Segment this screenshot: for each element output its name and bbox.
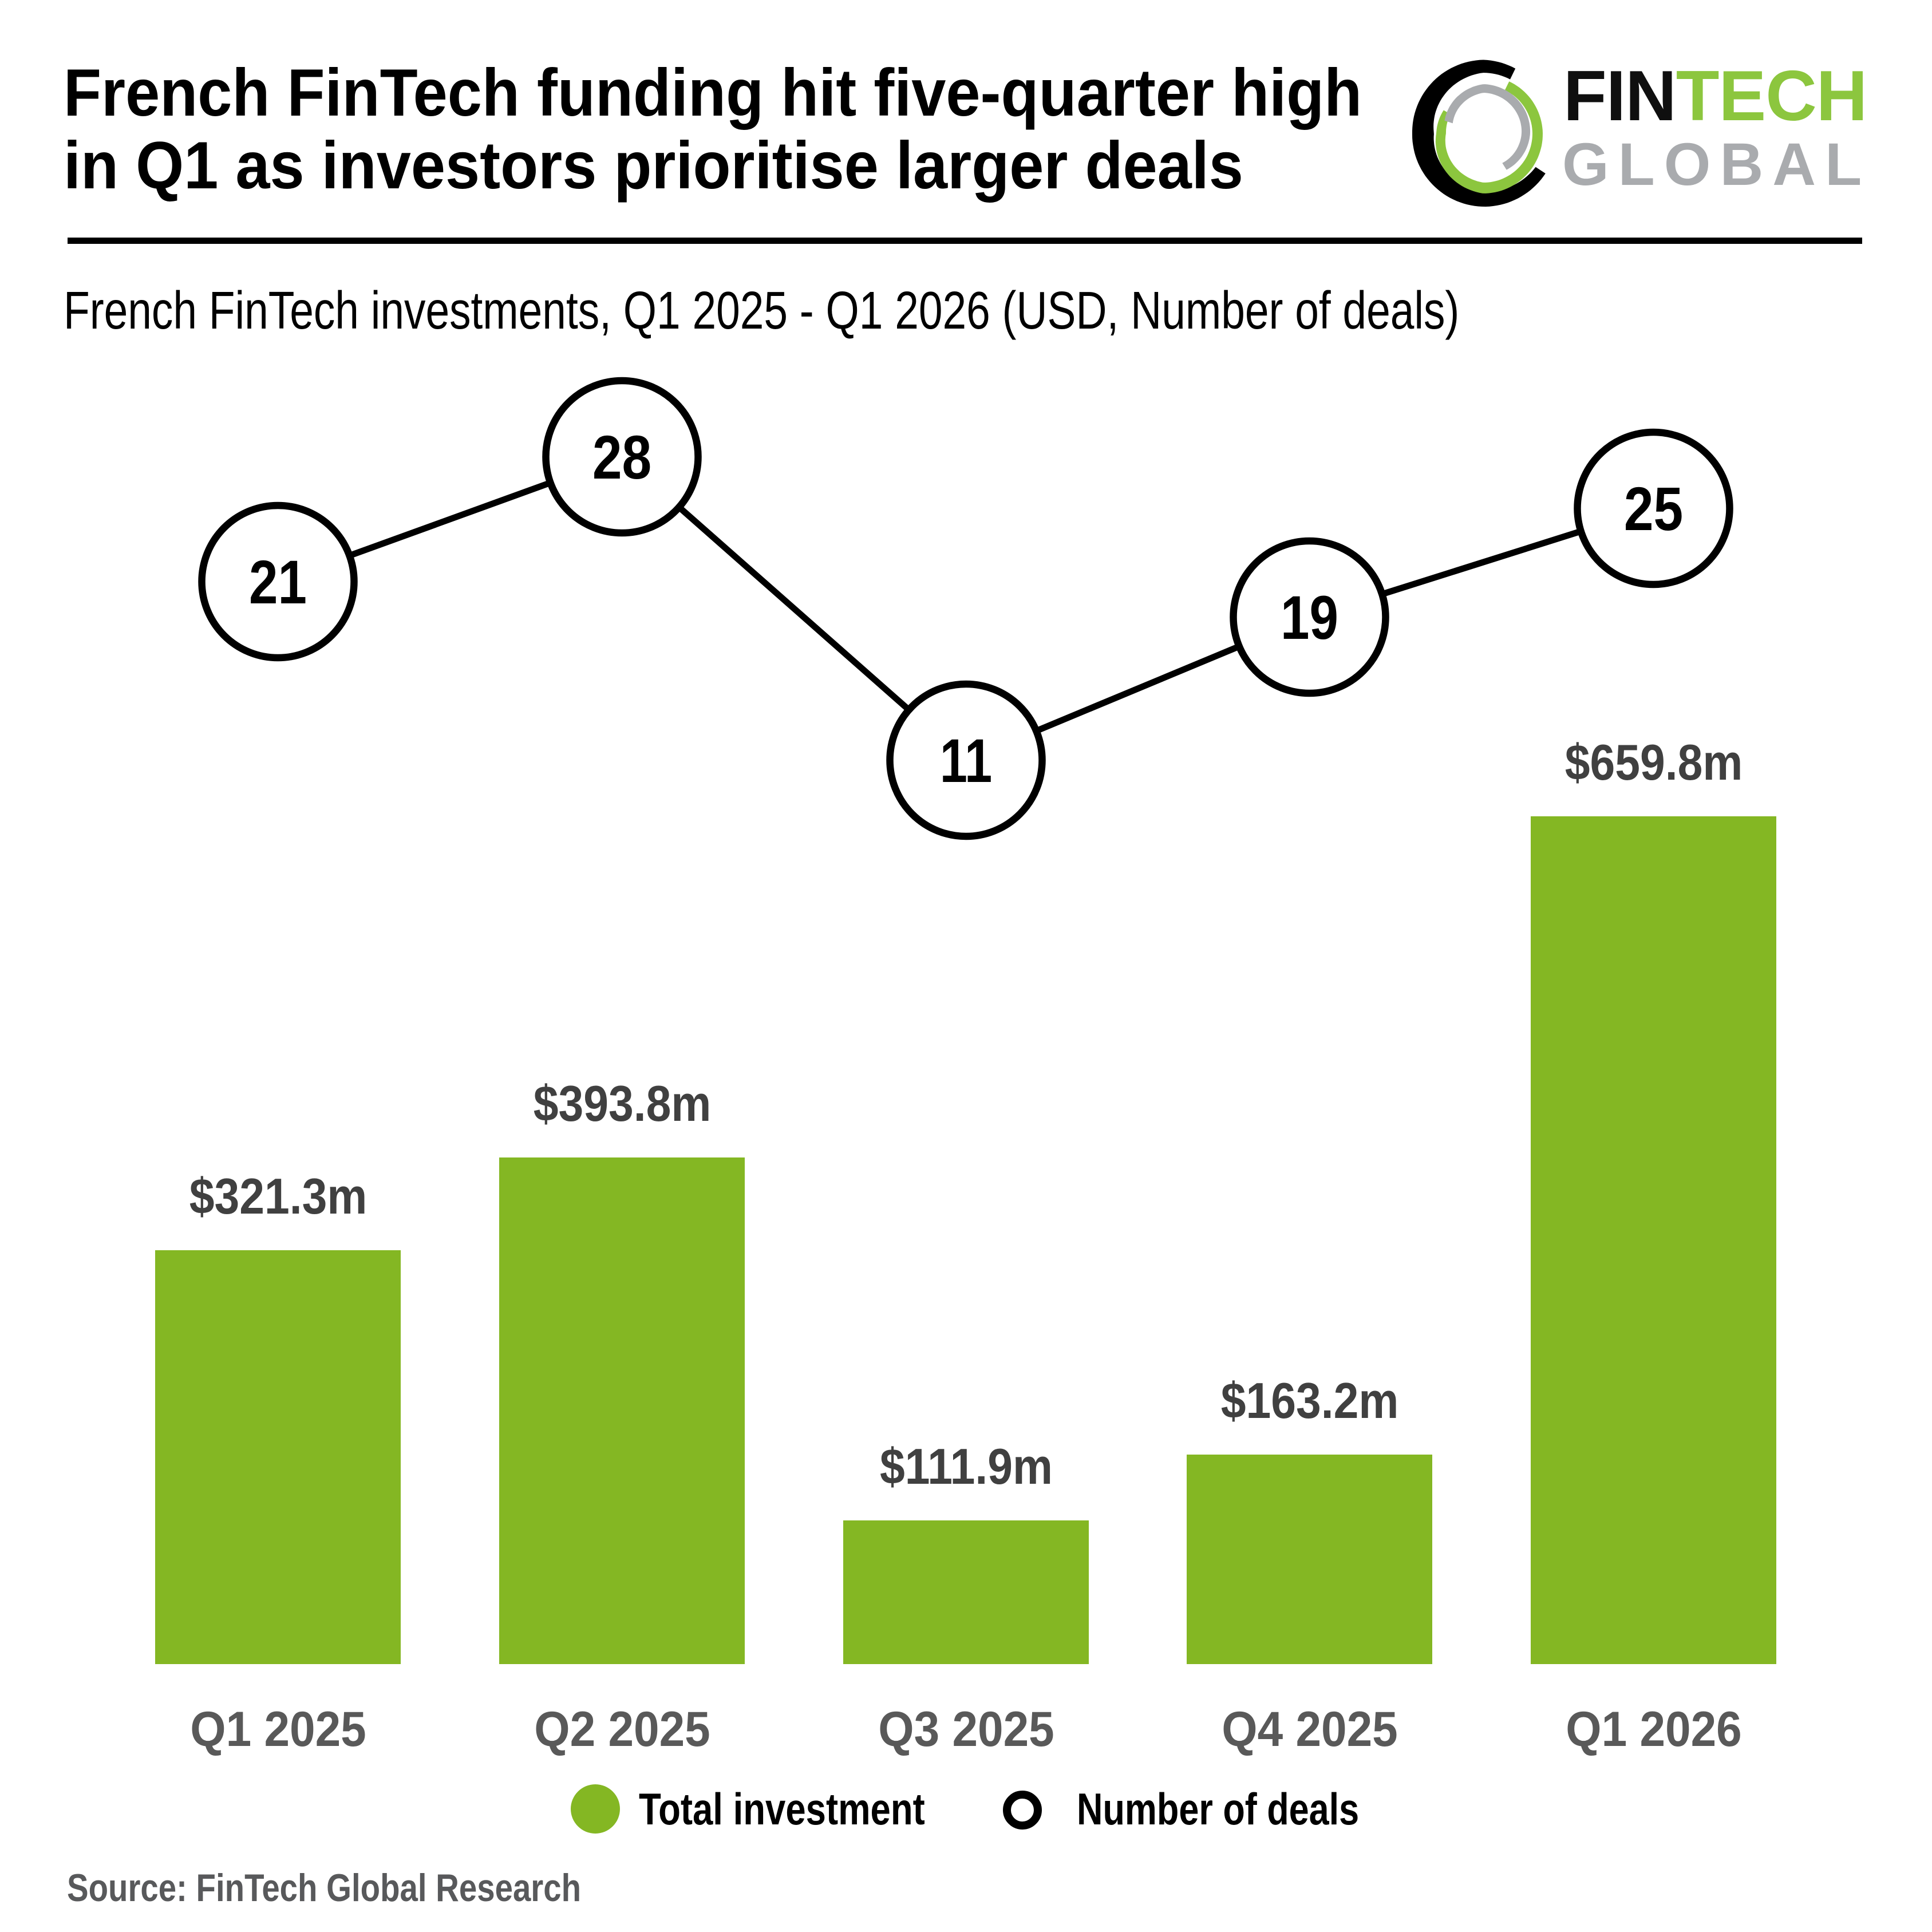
svg-text:25: 25 — [1624, 475, 1683, 543]
svg-text:11: 11 — [940, 726, 992, 795]
svg-text:19: 19 — [1281, 584, 1338, 653]
svg-text:21: 21 — [249, 548, 307, 617]
svg-text:28: 28 — [592, 423, 651, 492]
